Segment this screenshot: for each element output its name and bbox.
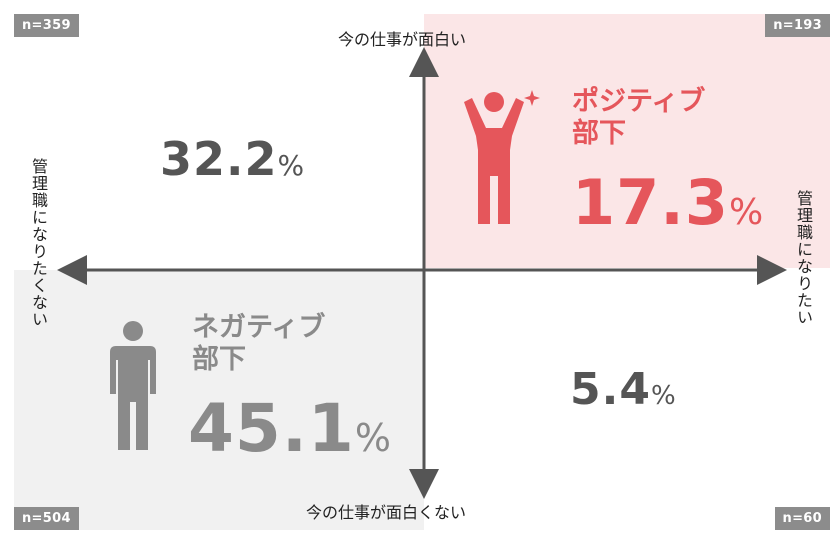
axis-label-top: 今の仕事が面白い (338, 30, 467, 49)
title-line-2: 部下 (572, 118, 626, 149)
unit: % (277, 149, 306, 182)
value: 45.1 (188, 390, 355, 467)
value: 17.3 (572, 166, 729, 239)
count-badge-top-left: n=359 (14, 14, 79, 37)
percentage-bottom-left: 45.1% (188, 390, 392, 467)
count-badge-bottom-left: n=504 (14, 507, 79, 530)
axis-label-bottom: 今の仕事が面白くない (306, 503, 467, 522)
count-badge-bottom-right: n=60 (774, 507, 830, 530)
axis-label-right: 管理職になりたい (794, 190, 813, 326)
percentage-top-left: 32.2% (160, 132, 305, 186)
negative-quadrant-background (14, 270, 424, 530)
unit: % (728, 192, 765, 233)
value: 32.2 (160, 132, 278, 186)
title-line-2: 部下 (192, 344, 246, 375)
positive-quadrant-title: ポジティブ 部下 (572, 86, 705, 150)
value: 5.4 (570, 364, 651, 415)
title-line-1: ポジティブ (572, 86, 706, 117)
percentage-bottom-right: 5.4% (570, 364, 677, 415)
unit: % (354, 416, 392, 460)
percentage-top-right: 17.3% (572, 166, 764, 239)
unit: % (650, 381, 677, 411)
count-badge-top-right: n=193 (765, 14, 830, 37)
title-line-1: ネガティブ (192, 312, 326, 343)
person-cheering-icon (458, 88, 550, 232)
person-standing-icon (106, 320, 160, 456)
negative-quadrant-title: ネガティブ 部下 (192, 312, 325, 376)
axis-label-left: 管理職になりたくない (29, 158, 48, 328)
